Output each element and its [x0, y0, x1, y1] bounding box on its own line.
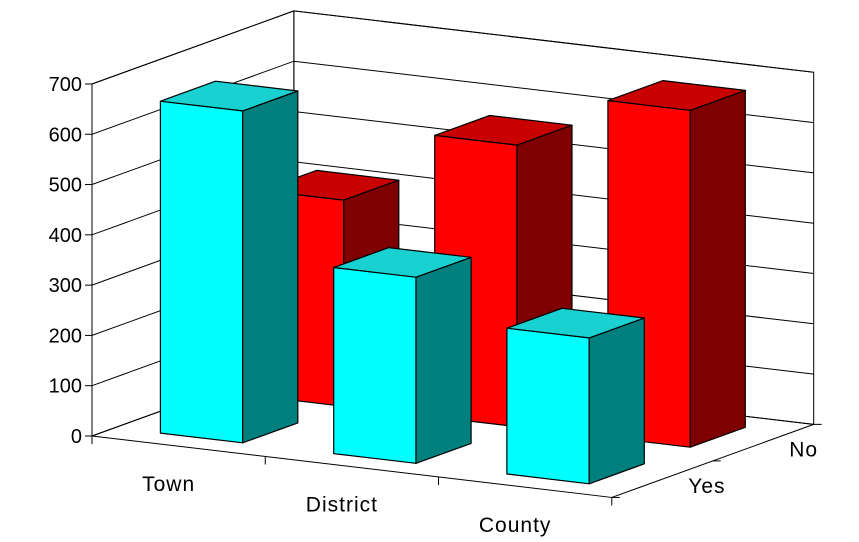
bar-top-face [159, 80, 299, 112]
y-tick-label: 300 [49, 275, 82, 297]
y-tick-label: 0 [71, 426, 82, 448]
bar-top-face [607, 80, 746, 111]
x-tick-label: Town [142, 473, 195, 496]
bar-yes-town [159, 80, 299, 444]
bar-front-face [333, 266, 417, 464]
x-tick-label: County [479, 514, 552, 537]
bar-top-face [506, 307, 645, 339]
x-tick-label: District [306, 494, 378, 517]
bar-top-face [434, 114, 573, 146]
bar-front-face [159, 100, 244, 444]
bar-yes-county [506, 307, 645, 485]
y-tick-label: 500 [49, 175, 82, 197]
depth-tick-labels: Yes No [688, 439, 818, 499]
bar-front-face [506, 327, 590, 485]
bars [159, 80, 746, 485]
gridline [91, 10, 814, 85]
y-tick-label: 100 [49, 376, 82, 398]
bar-side-face [588, 317, 645, 485]
depth-tick-label: No [789, 439, 818, 462]
y-tick-label: 400 [49, 225, 82, 247]
bar-top-face [333, 247, 472, 278]
x-tick-labels: Town District County [142, 473, 552, 537]
x-axis [91, 435, 612, 498]
depth-tick-label: Yes [688, 475, 725, 498]
y-tick-label: 200 [49, 325, 82, 347]
axes [85, 83, 822, 506]
bar-side-face [689, 89, 746, 448]
bar-yes-district [333, 247, 472, 464]
bar-side-face [242, 90, 299, 444]
bar-side-face [415, 256, 472, 464]
y-tick-label: 700 [49, 74, 82, 96]
y-tick-labels: 0 100 200 300 400 500 600 700 [49, 74, 82, 448]
y-tick-label: 600 [49, 124, 82, 146]
